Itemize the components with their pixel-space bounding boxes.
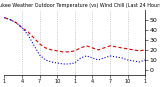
Title: Milwaukee Weather Outdoor Temperature (vs) Wind Chill (Last 24 Hours): Milwaukee Weather Outdoor Temperature (v…: [0, 3, 160, 8]
